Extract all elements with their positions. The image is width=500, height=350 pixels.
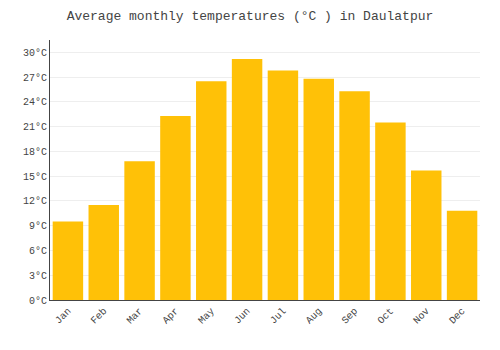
svg-text:Dec: Dec: [447, 306, 468, 327]
svg-text:Sep: Sep: [340, 306, 361, 327]
svg-text:Jul: Jul: [268, 306, 289, 327]
svg-text:Nov: Nov: [411, 306, 432, 327]
svg-text:24°C: 24°C: [23, 97, 47, 108]
svg-text:21°C: 21°C: [23, 122, 47, 133]
svg-text:0°C: 0°C: [29, 296, 47, 307]
svg-text:May: May: [196, 306, 217, 327]
svg-text:15°C: 15°C: [23, 172, 47, 183]
svg-text:Aug: Aug: [304, 306, 325, 327]
svg-text:Apr: Apr: [161, 306, 182, 327]
svg-text:Feb: Feb: [89, 306, 110, 327]
svg-text:9°C: 9°C: [29, 221, 47, 232]
svg-text:12°C: 12°C: [23, 196, 47, 207]
svg-text:Jun: Jun: [232, 306, 253, 327]
svg-text:Jan: Jan: [53, 306, 74, 327]
svg-text:3°C: 3°C: [29, 271, 47, 282]
svg-text:Oct: Oct: [376, 306, 397, 327]
svg-text:Average monthly temperatures (: Average monthly temperatures (°C ) in Da…: [67, 9, 434, 24]
svg-text:18°C: 18°C: [23, 147, 47, 158]
svg-text:27°C: 27°C: [23, 73, 47, 84]
svg-text:6°C: 6°C: [29, 246, 47, 257]
svg-text:Mar: Mar: [125, 306, 146, 327]
svg-text:30°C: 30°C: [23, 48, 47, 59]
